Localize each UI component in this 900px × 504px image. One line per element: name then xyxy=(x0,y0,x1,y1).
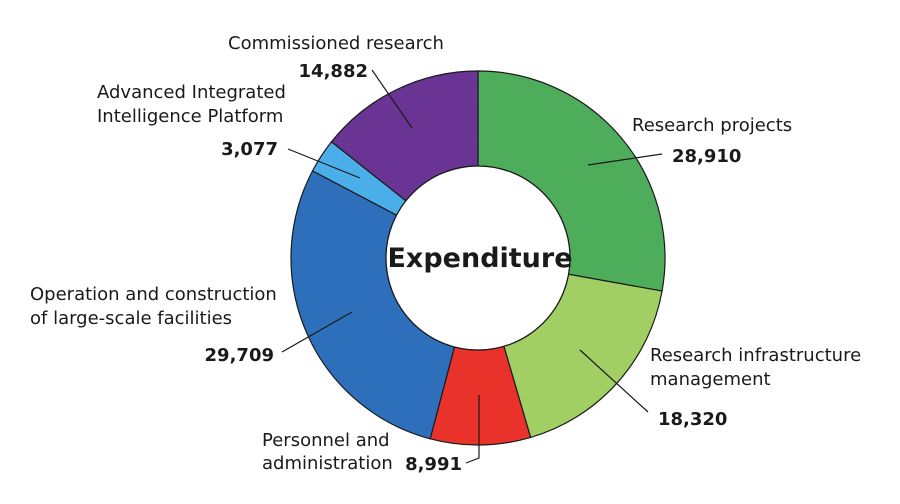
slice-value-label-1: 18,320 xyxy=(658,409,727,430)
slice-category-label-3-line-0: Operation and construction xyxy=(30,284,277,305)
slice-category-label-1-line-1: management xyxy=(650,369,771,390)
slice-category-label-5-line-0: Commissioned research xyxy=(228,33,444,54)
donut-hole xyxy=(385,165,571,351)
slice-category-label-3-line-1: of large-scale facilities xyxy=(30,308,232,329)
slice-category-label-4-line-1: Intelligence Platform xyxy=(97,106,283,127)
slice-category-label-0-line-0: Research projects xyxy=(632,115,792,136)
center-label: Expenditure xyxy=(387,243,572,274)
slice-category-label-4-line-0: Advanced Integrated xyxy=(97,82,286,103)
slice-value-label-4: 3,077 xyxy=(221,139,278,160)
slice-value-label-3: 29,709 xyxy=(205,345,274,366)
slice-annotations: 28,910 Research projects 18,320 Research in… xyxy=(30,33,861,475)
slice-category-label-1-line-0: Research infrastructure xyxy=(650,345,861,366)
slice-value-label-0: 28,910 xyxy=(672,146,741,167)
leader-line-5 xyxy=(371,69,413,129)
leader-line-3 xyxy=(281,311,353,353)
slice-category-label-2-line-0: Personnel and xyxy=(262,430,390,451)
slice-category-label-2-line-1: administration xyxy=(262,453,393,474)
leader-line-1 xyxy=(579,349,649,413)
leader-line-2 xyxy=(465,395,480,464)
leader-line-4 xyxy=(287,148,361,179)
slice-value-label-2: 8,991 xyxy=(405,454,462,475)
leader-line-0 xyxy=(587,153,663,166)
donut-slices xyxy=(290,70,666,446)
slice-value-label-5: 14,882 xyxy=(299,61,368,82)
